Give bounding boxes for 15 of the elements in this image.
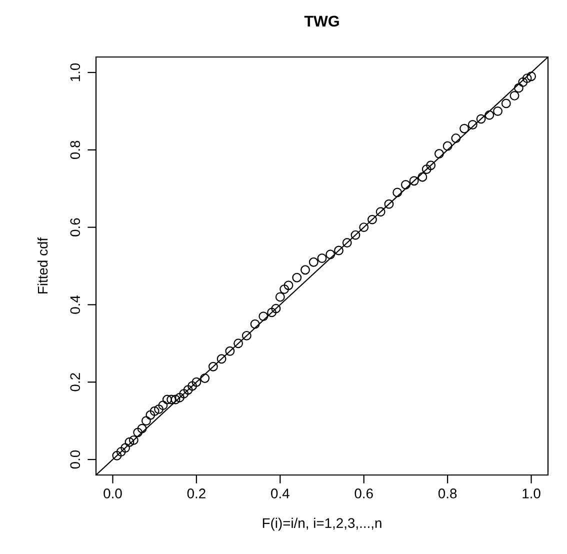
y-tick-label: 0.0 bbox=[70, 450, 80, 469]
chart-title: TWG bbox=[304, 16, 339, 27]
y-tick-label: 0.8 bbox=[70, 140, 80, 159]
x-tick-label: 0.6 bbox=[354, 488, 373, 498]
x-tick-label: 0.2 bbox=[187, 488, 206, 498]
y-tick-label: 0.2 bbox=[70, 373, 80, 392]
x-tick-label: 0.8 bbox=[438, 488, 457, 498]
y-tick-label: 1.0 bbox=[70, 63, 80, 82]
x-tick-label: 1.0 bbox=[522, 488, 540, 498]
x-tick-label: 0.4 bbox=[271, 488, 290, 498]
y-axis-title: Fitted cdf bbox=[37, 237, 48, 294]
x-tick-label: 0.0 bbox=[104, 488, 122, 498]
x-axis-title: F(i)=i/n, i=1,2,3,...,n bbox=[262, 518, 382, 531]
y-tick-label: 0.6 bbox=[70, 218, 80, 236]
y-tick-label: 0.4 bbox=[70, 295, 80, 314]
